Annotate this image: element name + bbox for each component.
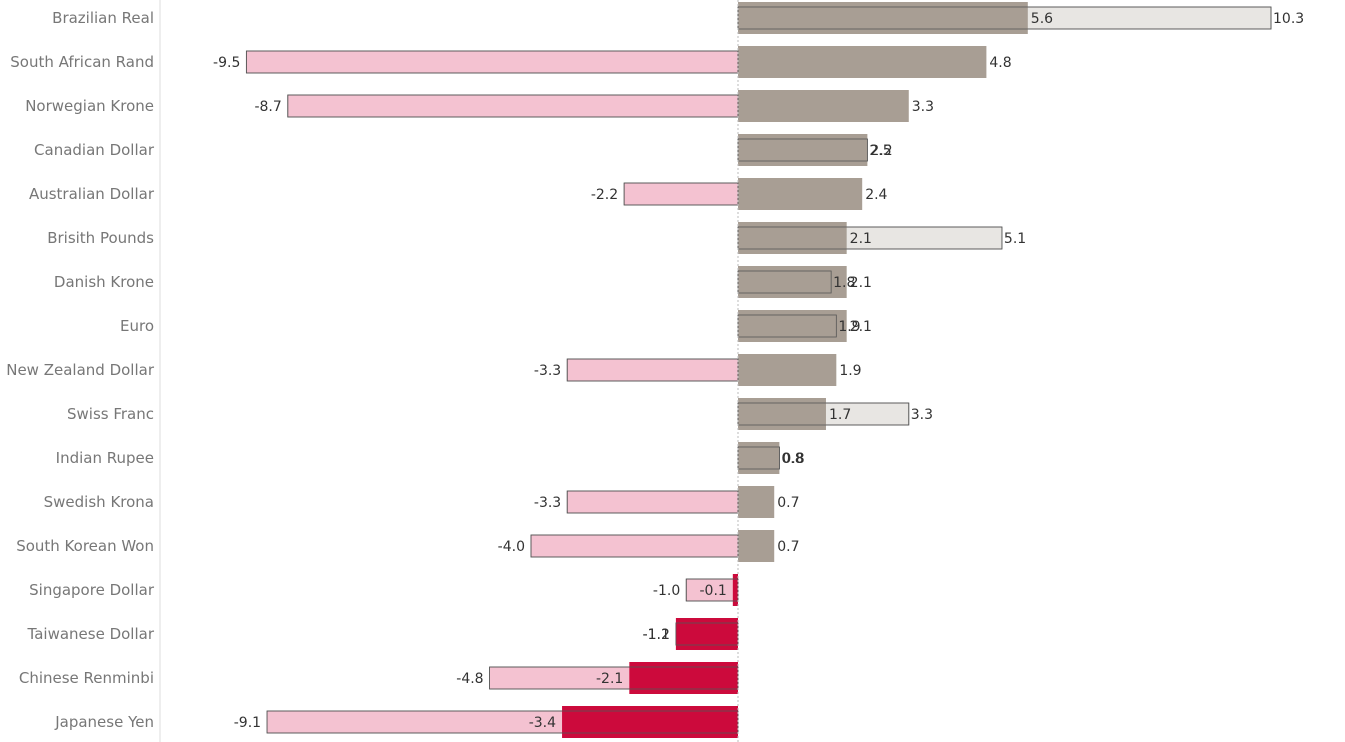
- outer-bar-south-korean-won: [530, 534, 739, 558]
- outer-value-label-canadian-dollar: 2.5: [869, 143, 891, 159]
- inner-value-label-indian-rupee: 0.8: [782, 451, 804, 467]
- outer-bar-norwegian-krone: [287, 94, 739, 118]
- outer-value-label-swiss-franc: 3.3: [911, 407, 933, 423]
- outer-value-label-brazilian-real: 10.3: [1273, 11, 1304, 27]
- inner-bar-south-korean-won: [738, 530, 775, 562]
- category-label-australian-dollar: Australian Dollar: [29, 185, 155, 203]
- outer-bar-south-african-rand: [245, 50, 739, 74]
- inner-value-label-taiwanese-dollar: -1.2: [643, 627, 670, 643]
- outer-value-label-taiwanese-dollar: -1.1: [643, 627, 670, 643]
- category-label-japanese-yen: Japanese Yen: [54, 713, 154, 731]
- inner-value-label-norwegian-krone: 3.3: [912, 99, 934, 115]
- category-label-brazilian-real: Brazilian Real: [52, 9, 154, 27]
- bars-layer: [245, 2, 1272, 738]
- inner-bar-new-zealand-dollar: [738, 354, 837, 386]
- inner-value-label-canadian-dollar: 2.2: [870, 143, 892, 159]
- inner-value-label-swedish-krona: 0.7: [777, 495, 799, 511]
- category-label-singapore-dollar: Singapore Dollar: [29, 581, 155, 599]
- inner-value-label-new-zealand-dollar: 1.9: [839, 363, 861, 379]
- category-label-norwegian-krone: Norwegian Krone: [25, 97, 154, 115]
- outer-value-label-swedish-krona: -3.3: [534, 495, 561, 511]
- outer-value-label-norwegian-krone: -8.7: [254, 99, 281, 115]
- outer-bar-swedish-krona: [566, 490, 739, 514]
- category-label-chinese-renminbi: Chinese Renminbi: [19, 669, 154, 687]
- inner-value-label-chinese-renminbi: -2.1: [596, 671, 623, 687]
- outer-value-label-south-korean-won: -4.0: [498, 539, 525, 555]
- outer-value-label-south-african-rand: -9.5: [213, 55, 240, 71]
- outer-value-label-australian-dollar: -2.2: [591, 187, 618, 203]
- inner-bar-singapore-dollar: [732, 574, 738, 606]
- outer-bar-australian-dollar: [623, 182, 739, 206]
- labels-layer: Brazilian Real South African Rand Norwegia…: [6, 9, 1304, 731]
- category-label-indian-rupee: Indian Rupee: [56, 449, 154, 467]
- inner-value-label-danish-krone: 2.1: [850, 275, 872, 291]
- inner-value-label-singapore-dollar: -0.1: [699, 583, 726, 599]
- category-label-danish-krone: Danish Krone: [54, 273, 154, 291]
- inner-value-label-swiss-franc: 1.7: [829, 407, 851, 423]
- category-label-south-african-rand: South African Rand: [10, 53, 154, 71]
- category-label-brisith-pounds: Brisith Pounds: [47, 229, 154, 247]
- outer-value-label-indian-rupee: 0.8: [781, 451, 803, 467]
- category-label-new-zealand-dollar: New Zealand Dollar: [6, 361, 155, 379]
- inner-value-label-south-african-rand: 4.8: [989, 55, 1011, 71]
- outer-value-label-euro: 1.9: [838, 319, 860, 335]
- outer-value-label-danish-krone: 1.8: [833, 275, 855, 291]
- inner-value-label-south-korean-won: 0.7: [777, 539, 799, 555]
- outer-value-label-brisith-pounds: 5.1: [1004, 231, 1026, 247]
- inner-value-label-brisith-pounds: 2.1: [850, 231, 872, 247]
- inner-bar-norwegian-krone: [738, 90, 909, 122]
- outer-value-label-singapore-dollar: -1.0: [653, 583, 680, 599]
- category-label-canadian-dollar: Canadian Dollar: [34, 141, 155, 159]
- inner-value-label-japanese-yen: -3.4: [529, 715, 556, 731]
- category-label-swedish-krona: Swedish Krona: [44, 493, 154, 511]
- category-label-taiwanese-dollar: Taiwanese Dollar: [27, 625, 155, 643]
- inner-bar-australian-dollar: [738, 178, 863, 210]
- inner-bar-swedish-krona: [738, 486, 775, 518]
- inner-value-label-brazilian-real: 5.6: [1031, 11, 1053, 27]
- category-label-swiss-franc: Swiss Franc: [67, 405, 154, 423]
- outer-value-label-chinese-renminbi: -4.8: [456, 671, 483, 687]
- category-label-euro: Euro: [120, 317, 154, 335]
- inner-value-label-euro: 2.1: [850, 319, 872, 335]
- category-label-south-korean-won: South Korean Won: [16, 537, 154, 555]
- inner-value-label-australian-dollar: 2.4: [865, 187, 887, 203]
- outer-bar-new-zealand-dollar: [566, 358, 739, 382]
- outer-value-label-japanese-yen: -9.1: [234, 715, 261, 731]
- outer-value-label-new-zealand-dollar: -3.3: [534, 363, 561, 379]
- inner-bar-south-african-rand: [738, 46, 987, 78]
